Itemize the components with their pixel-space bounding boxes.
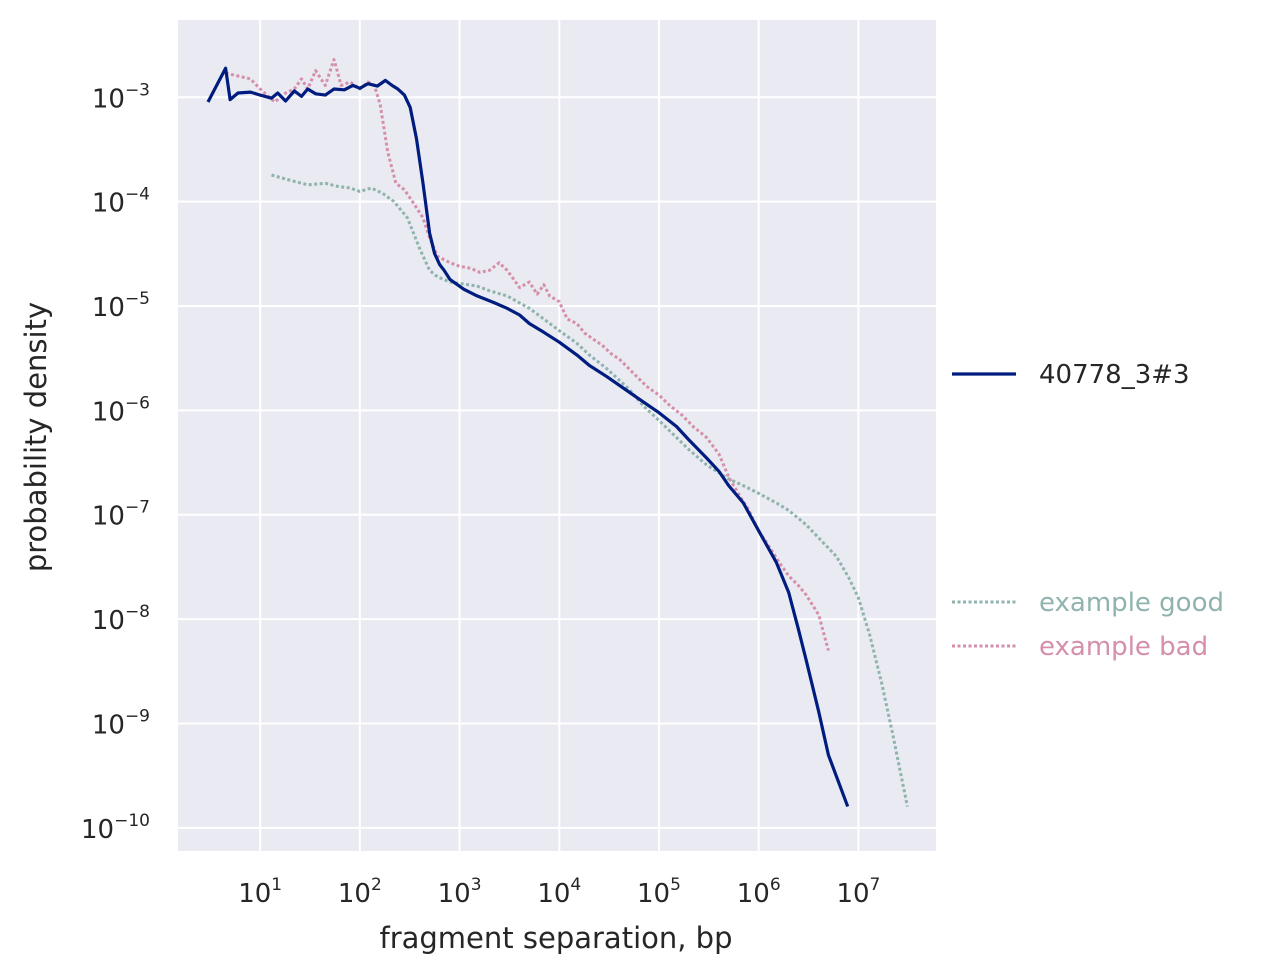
series-line-example-bad — [225, 58, 830, 651]
legend-label: example bad — [1039, 632, 1208, 662]
x-tick-label: 106 — [737, 875, 781, 909]
x-tick-label: 105 — [637, 875, 681, 909]
plot-area — [178, 20, 936, 851]
y-axis-title: probability density — [19, 302, 53, 572]
series-line-example-good — [271, 173, 909, 807]
x-tick-label: 102 — [338, 875, 382, 909]
y-tick-label: 10−5 — [92, 289, 150, 323]
y-tick-label: 10−10 — [81, 811, 150, 845]
y-tick-label: 10−7 — [92, 498, 150, 532]
y-tick-labels: 10−3 10−4 10−5 10−6 10−7 10−8 10−9 10−10 — [81, 80, 150, 845]
y-tick-label: 10−4 — [92, 185, 150, 219]
series-line-40778-3-3 — [206, 66, 850, 808]
x-tick-label: 107 — [836, 875, 880, 909]
y-tick-label: 10−8 — [92, 602, 150, 636]
y-tick-label: 10−6 — [92, 393, 150, 427]
x-tick-label: 104 — [537, 875, 581, 909]
y-tick-label: 10−3 — [92, 80, 150, 114]
x-tick-label: 101 — [238, 875, 282, 909]
x-tick-labels: 101 102 103 104 105 106 107 — [238, 875, 880, 909]
series-lines — [206, 58, 909, 808]
legend-label: example good — [1039, 588, 1224, 618]
grid — [178, 20, 936, 851]
y-tick-label: 10−9 — [92, 706, 150, 740]
legend-label: 40778_3#3 — [1039, 360, 1190, 390]
x-tick-label: 103 — [438, 875, 482, 909]
x-axis-title: fragment separation, bp — [380, 921, 733, 955]
